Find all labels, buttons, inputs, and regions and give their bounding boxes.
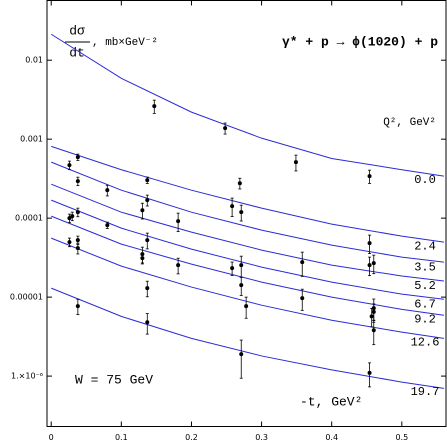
y-tick-label: 0.001 xyxy=(20,135,43,144)
data-point xyxy=(105,223,110,228)
curve-label: 3.5 xyxy=(414,260,436,274)
data-point xyxy=(75,304,80,309)
fit-curve xyxy=(51,215,444,316)
y-tick-label: 0.0001 xyxy=(15,214,43,223)
data-point xyxy=(145,286,150,291)
curve-label: 12.6 xyxy=(411,335,440,349)
data-point xyxy=(239,263,244,268)
data-point xyxy=(367,370,372,375)
curve-label: 2.4 xyxy=(414,239,436,253)
data-point xyxy=(140,208,145,213)
curve-label: 5.2 xyxy=(414,279,436,293)
data-point xyxy=(67,216,72,221)
data-point xyxy=(75,155,80,160)
data-point xyxy=(105,188,110,193)
data-point xyxy=(230,204,235,209)
curve-label: 6.7 xyxy=(414,297,436,311)
x-tick-label: 0.2 xyxy=(185,433,198,442)
data-point xyxy=(239,352,244,357)
plot-frame xyxy=(46,0,447,427)
data-point xyxy=(244,304,249,309)
data-point xyxy=(371,261,376,266)
data-point xyxy=(300,260,305,265)
x-tick-label: 0 xyxy=(49,433,54,442)
data-point xyxy=(145,198,150,203)
series-caption: Q², GeV² xyxy=(383,117,436,129)
y-label-units: , mb×GeV⁻² xyxy=(92,37,158,49)
x-axis-label: -t, GeV² xyxy=(300,394,362,409)
data-point xyxy=(145,320,150,325)
data-point xyxy=(367,241,372,246)
x-tick-label: 0.5 xyxy=(395,433,408,442)
x-tick-label: 0.3 xyxy=(255,433,268,442)
data-point xyxy=(75,238,80,243)
data-point xyxy=(293,160,298,165)
data-point xyxy=(367,174,372,179)
data-point xyxy=(67,163,72,168)
data-point xyxy=(67,240,72,245)
data-point xyxy=(145,238,150,243)
annotation: W = 75 GeV xyxy=(75,372,153,387)
data-point xyxy=(176,263,181,268)
fit-curve xyxy=(51,287,444,389)
data-point xyxy=(152,104,157,109)
data-point xyxy=(371,309,376,314)
data-point xyxy=(75,246,80,251)
fit-curve xyxy=(51,161,444,263)
curve-label: 9.2 xyxy=(414,313,436,327)
fit-curve xyxy=(51,183,444,282)
data-point xyxy=(369,314,374,319)
y-tick-label: 0.00001 xyxy=(10,293,43,302)
data-point xyxy=(371,328,376,333)
fit-curve xyxy=(51,237,444,339)
curve-label: 0.0 xyxy=(414,173,436,187)
data-point xyxy=(140,256,145,261)
y-label-denominator: dt xyxy=(69,45,85,60)
data-point xyxy=(70,214,75,219)
x-tick-label: 0.1 xyxy=(115,433,128,442)
data-point xyxy=(300,296,305,301)
fit-curve xyxy=(50,33,444,177)
data-point xyxy=(223,126,228,131)
y-label-numerator: dσ xyxy=(69,23,85,38)
chart-title: γ* + p → ϕ(1020) + p xyxy=(282,34,438,49)
data-point xyxy=(239,210,244,215)
data-point xyxy=(230,266,235,271)
y-tick-label: 0.01 xyxy=(25,56,43,65)
data-point xyxy=(176,219,181,224)
fit-curve xyxy=(51,199,444,300)
data-point xyxy=(239,283,244,288)
x-tick-label: 0.4 xyxy=(325,433,338,442)
data-point xyxy=(75,210,80,215)
data-point xyxy=(75,179,80,184)
y-tick-label: 1.×10⁻⁶ xyxy=(11,372,43,381)
fit-curve xyxy=(51,145,444,243)
data-point xyxy=(237,181,242,186)
data-point xyxy=(145,178,150,183)
data-point xyxy=(367,263,372,268)
curve-label: 19.7 xyxy=(411,385,440,399)
